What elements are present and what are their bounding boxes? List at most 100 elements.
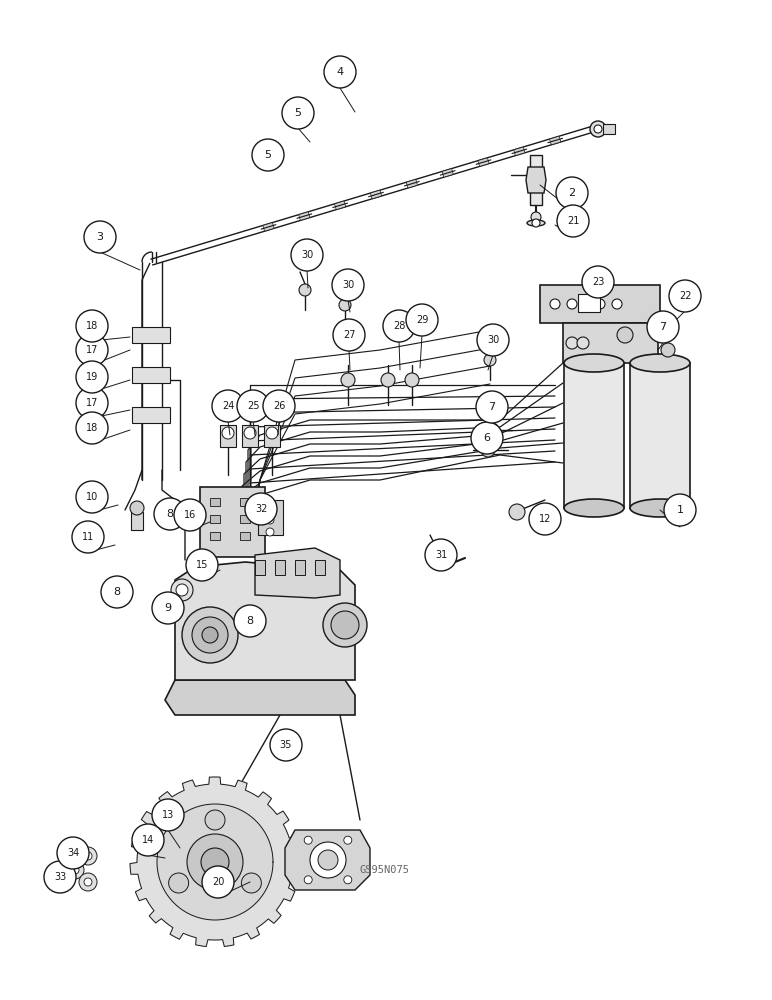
Text: 17: 17 <box>86 398 98 408</box>
Ellipse shape <box>630 499 690 517</box>
Circle shape <box>212 390 244 422</box>
Circle shape <box>101 576 133 608</box>
Circle shape <box>617 327 633 343</box>
Polygon shape <box>285 830 370 890</box>
Bar <box>258 500 283 535</box>
Text: 33: 33 <box>54 872 66 882</box>
Circle shape <box>263 390 295 422</box>
Bar <box>442 169 453 177</box>
Polygon shape <box>130 777 300 947</box>
Circle shape <box>577 337 589 349</box>
Text: 26: 26 <box>273 401 285 411</box>
Bar <box>210 532 220 540</box>
Circle shape <box>252 139 284 171</box>
Text: 8: 8 <box>113 587 120 597</box>
Circle shape <box>282 97 314 129</box>
Polygon shape <box>255 548 340 598</box>
Text: 23: 23 <box>592 277 604 287</box>
Circle shape <box>291 239 323 271</box>
Bar <box>513 147 525 156</box>
Text: 9: 9 <box>164 603 171 613</box>
Circle shape <box>187 834 243 890</box>
Text: 34: 34 <box>67 848 79 858</box>
Bar <box>132 367 170 383</box>
Circle shape <box>154 498 186 530</box>
Circle shape <box>79 873 97 891</box>
Text: 30: 30 <box>301 250 313 260</box>
Circle shape <box>381 373 395 387</box>
Circle shape <box>76 481 108 513</box>
Circle shape <box>594 125 602 133</box>
Bar <box>315 560 325 575</box>
Circle shape <box>476 391 508 423</box>
Circle shape <box>310 842 346 878</box>
Text: 5: 5 <box>265 150 272 160</box>
Circle shape <box>84 878 92 886</box>
Circle shape <box>481 443 495 457</box>
Text: 31: 31 <box>435 550 447 560</box>
Bar <box>131 512 143 530</box>
Circle shape <box>556 177 588 209</box>
Text: 18: 18 <box>86 321 98 331</box>
Circle shape <box>152 799 184 831</box>
Circle shape <box>595 299 605 309</box>
Circle shape <box>590 121 606 137</box>
Bar <box>371 190 381 199</box>
Circle shape <box>669 280 701 312</box>
Circle shape <box>331 611 359 639</box>
Text: 12: 12 <box>539 514 551 524</box>
Circle shape <box>234 605 266 637</box>
Bar <box>299 212 310 220</box>
Bar <box>334 201 346 210</box>
Circle shape <box>57 837 89 869</box>
Bar <box>220 425 236 447</box>
Bar <box>630 363 690 508</box>
Circle shape <box>304 876 312 884</box>
Text: 15: 15 <box>196 560 208 570</box>
Text: 29: 29 <box>416 315 428 325</box>
Bar <box>240 515 250 523</box>
Text: 35: 35 <box>279 740 292 750</box>
Bar <box>406 179 418 188</box>
Text: 28: 28 <box>393 321 405 331</box>
Text: 17: 17 <box>86 345 98 355</box>
Bar <box>255 560 265 575</box>
Circle shape <box>270 729 302 761</box>
Circle shape <box>344 876 352 884</box>
Circle shape <box>531 212 541 222</box>
Circle shape <box>471 422 503 454</box>
Ellipse shape <box>527 220 545 226</box>
Circle shape <box>425 539 457 571</box>
Bar <box>563 323 658 363</box>
Circle shape <box>245 493 277 525</box>
Circle shape <box>557 205 589 237</box>
Circle shape <box>244 427 256 439</box>
Circle shape <box>72 521 104 553</box>
Circle shape <box>323 603 367 647</box>
Text: 22: 22 <box>679 291 691 301</box>
Text: 6: 6 <box>483 433 490 443</box>
Bar <box>540 285 660 323</box>
Circle shape <box>266 516 274 524</box>
Circle shape <box>182 607 238 663</box>
Circle shape <box>84 852 92 860</box>
Circle shape <box>174 499 206 531</box>
Circle shape <box>333 319 365 351</box>
Circle shape <box>324 56 356 88</box>
Circle shape <box>485 423 499 437</box>
Text: 21: 21 <box>567 216 579 226</box>
Text: 16: 16 <box>184 510 196 520</box>
Bar <box>530 155 542 205</box>
Text: 30: 30 <box>487 335 499 345</box>
Circle shape <box>532 219 540 227</box>
Circle shape <box>205 810 225 830</box>
Circle shape <box>222 427 234 439</box>
Bar <box>240 532 250 540</box>
Text: 3: 3 <box>96 232 103 242</box>
Circle shape <box>529 503 561 535</box>
Text: 13: 13 <box>162 810 174 820</box>
Circle shape <box>71 866 79 874</box>
Text: GS95N075: GS95N075 <box>359 865 409 875</box>
Text: 2: 2 <box>568 188 576 198</box>
Circle shape <box>582 266 614 298</box>
